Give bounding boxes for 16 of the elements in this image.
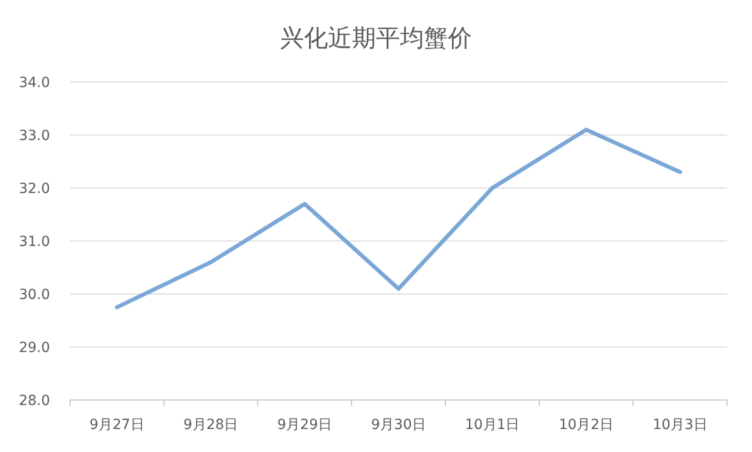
line-series [114,128,682,310]
x-tick-label: 10月2日 [558,417,614,433]
x-tick-label: 9月28日 [183,417,238,433]
y-tick-label: 33.0 [18,128,50,144]
y-tick-label: 34.0 [18,75,50,91]
chart-title: 兴化近期平均蟹价 [280,24,472,52]
y-tick-label: 31.0 [18,234,50,250]
x-tick-label: 9月27日 [90,417,144,433]
x-tick-label: 10月3日 [652,417,708,433]
x-tick-label: 10月1日 [464,417,520,433]
y-tick-label: 30.0 [18,287,50,303]
y-tick-label: 29.0 [18,340,50,356]
y-tick-label: 28.0 [18,393,50,409]
x-tick-label: 9月29日 [277,417,332,433]
y-tick-label: 32.0 [18,181,50,197]
x-tick-label: 9月30日 [371,417,426,433]
